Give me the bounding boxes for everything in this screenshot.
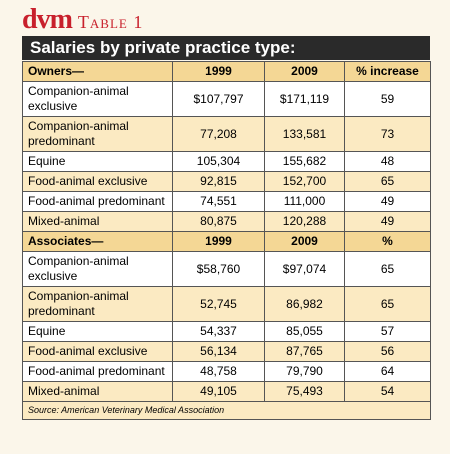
cell: 49 (344, 211, 431, 232)
cell: 65 (344, 286, 431, 322)
cell: 48 (344, 151, 431, 172)
row: Food-animal exclusive 92,815 152,700 65 (22, 171, 431, 192)
row-label: Companion-animal exclusive (22, 81, 173, 117)
row-label: Food-animal predominant (22, 361, 173, 382)
row: Food-animal predominant 74,551 111,000 49 (22, 191, 431, 212)
row-label: Food-animal exclusive (22, 341, 173, 362)
row-label: Food-animal predominant (22, 191, 173, 212)
cell: 92,815 (172, 171, 265, 192)
header: dvm Table 1 (22, 4, 144, 35)
cell: 54,337 (172, 321, 265, 342)
cell: 57 (344, 321, 431, 342)
cell: 1999 (172, 231, 265, 252)
cell: $171,119 (264, 81, 345, 117)
cell: 152,700 (264, 171, 345, 192)
cell: 86,982 (264, 286, 345, 322)
cell: 54 (344, 381, 431, 402)
cell: 56,134 (172, 341, 265, 362)
row: Mixed-animal 80,875 120,288 49 (22, 211, 431, 232)
cell: 65 (344, 171, 431, 192)
row: Companion-animal predominant 77,208 133,58… (22, 116, 431, 152)
row: Food-animal exclusive 56,134 87,765 56 (22, 341, 431, 362)
cell: 120,288 (264, 211, 345, 232)
cell: 56 (344, 341, 431, 362)
cell: 59 (344, 81, 431, 117)
cell: $58,760 (172, 251, 265, 287)
cell: $107,797 (172, 81, 265, 117)
cell: 155,682 (264, 151, 345, 172)
row-label: Food-animal exclusive (22, 171, 173, 192)
section-header: Associates— 1999 2009% (22, 231, 431, 252)
row-label: Equine (22, 321, 173, 342)
cell: 85,055 (264, 321, 345, 342)
row-label: Mixed-animal (22, 211, 173, 232)
source-row: Source: American Veterinary Medical Asso… (22, 401, 431, 420)
cell: 2009 (264, 61, 345, 82)
cell: 133,581 (264, 116, 345, 152)
cell: 111,000 (264, 191, 345, 212)
section-header: Owners— 1999 2009% increase (22, 61, 431, 82)
row: Equine 105,304 155,682 48 (22, 151, 431, 172)
cell: 48,758 (172, 361, 265, 382)
row-label: Companion-animal predominant (22, 286, 173, 322)
row-label: Companion-animal exclusive (22, 251, 173, 287)
cell: 77,208 (172, 116, 265, 152)
row-label: Mixed-animal (22, 381, 173, 402)
row: Companion-animal exclusive $107,797 $171,1… (22, 81, 431, 117)
cell: 64 (344, 361, 431, 382)
cell: 49,105 (172, 381, 265, 402)
cell: 79,790 (264, 361, 345, 382)
cell: % (344, 231, 431, 252)
table-label: Table 1 (77, 12, 144, 32)
row: Mixed-animal 49,105 75,493 54 (22, 381, 431, 402)
row: Companion-animal predominant 52,745 86,982… (22, 286, 431, 322)
cell: % increase (344, 61, 431, 82)
cell: 49 (344, 191, 431, 212)
cell: 1999 (172, 61, 265, 82)
cell: 74,551 (172, 191, 265, 212)
cell: 80,875 (172, 211, 265, 232)
title: Salaries by private practice type: (22, 36, 430, 60)
row-label: Equine (22, 151, 173, 172)
cell: 65 (344, 251, 431, 287)
cell: $97,074 (264, 251, 345, 287)
cell: 75,493 (264, 381, 345, 402)
cell: 73 (344, 116, 431, 152)
logo: dvm (22, 4, 73, 35)
row: Companion-animal exclusive $58,760 $97,074… (22, 251, 431, 287)
row-label: Owners— (22, 61, 173, 82)
cell: 105,304 (172, 151, 265, 172)
cell: 52,745 (172, 286, 265, 322)
salary-table: Owners— 1999 2009% increase Companion-anima… (22, 61, 431, 420)
row: Food-animal predominant 48,758 79,790 64 (22, 361, 431, 382)
cell: 87,765 (264, 341, 345, 362)
row-label: Companion-animal predominant (22, 116, 173, 152)
row: Equine 54,337 85,055 57 (22, 321, 431, 342)
row-label: Associates— (22, 231, 173, 252)
cell: 2009 (264, 231, 345, 252)
source: Source: American Veterinary Medical Asso… (22, 401, 431, 420)
